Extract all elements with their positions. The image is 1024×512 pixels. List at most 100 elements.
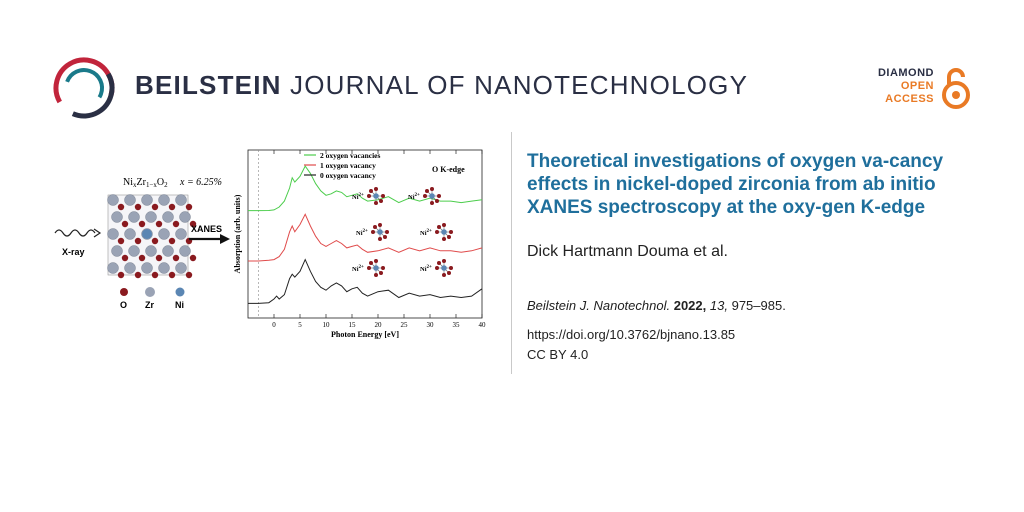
xanes-label: XANES	[191, 224, 222, 234]
legend-label: 2 oxygen vacancies	[320, 151, 380, 160]
oa-open-label: OPEN	[900, 80, 934, 92]
series-line-0	[248, 165, 483, 212]
ni-octahedron-icon	[371, 223, 389, 241]
o-atom-icon	[134, 203, 142, 211]
x-tick-label: 40	[479, 321, 487, 329]
ni-octahedron-icon	[423, 187, 441, 205]
xray-wave-icon	[54, 229, 96, 237]
ion-label: Ni2+	[356, 229, 368, 237]
citation-year: 2022,	[673, 298, 707, 313]
o-atom-icon	[168, 237, 176, 245]
o-atom-icon	[138, 220, 146, 228]
o-atom-icon	[189, 254, 197, 262]
x-tick-label: 15	[349, 321, 357, 329]
oa-diamond-label: DIAMOND	[877, 67, 934, 79]
legend-ni-atom-icon	[175, 287, 185, 297]
zr-atom-icon	[158, 262, 170, 274]
o-atom-icon	[151, 271, 159, 279]
ion-label: Ni2+	[420, 229, 432, 237]
x-tick-label: 10	[323, 321, 331, 329]
o-atom-icon	[151, 237, 159, 245]
o-atom-icon	[151, 203, 159, 211]
atom-legend: O Zr Ni	[120, 287, 185, 310]
zr-atom-icon	[141, 262, 153, 274]
zr-atom-icon	[145, 245, 157, 257]
formula-label: NixZr1−xO2	[123, 177, 168, 189]
o-atom-icon	[168, 203, 176, 211]
chart-title: O K-edge	[432, 165, 465, 174]
o-atom-icon	[117, 203, 125, 211]
article-authors: Dick Hartmann Douma et al.	[527, 243, 728, 260]
legend-label: 0 oxygen vacancy	[320, 171, 376, 180]
zr-atom-icon	[107, 262, 119, 274]
ni-octahedron-icon	[435, 223, 453, 241]
crystal-structure	[107, 194, 197, 279]
zr-atom-icon	[179, 211, 191, 223]
journal-title-bold: BEILSTEIN	[135, 70, 282, 100]
o-atom-icon	[155, 220, 163, 228]
zr-atom-icon	[145, 211, 157, 223]
ion-label: Ni2+	[352, 193, 364, 201]
o-atom-icon	[121, 220, 129, 228]
zr-atom-icon	[158, 194, 170, 206]
xray-arrow-icon	[93, 228, 102, 238]
ni-octahedron-icon	[367, 187, 385, 205]
journal-logo-icon	[53, 57, 115, 119]
zr-atom-icon	[128, 211, 140, 223]
chart-frame	[247, 149, 483, 319]
open-lock-icon	[942, 68, 970, 109]
concentration-label: x = 6.25%	[179, 177, 222, 188]
zr-atom-icon	[107, 228, 119, 240]
zr-atom-icon	[175, 262, 187, 274]
zr-atom-icon	[141, 194, 153, 206]
legend-o-label: O	[120, 300, 127, 310]
o-atom-icon	[134, 237, 142, 245]
o-atom-icon	[168, 271, 176, 279]
graphical-abstract: NixZr1−xO2 x = 6.25% X-ray XANES O Zr Ni…	[54, 149, 487, 339]
series-line-2	[248, 258, 483, 304]
zr-atom-icon	[124, 262, 136, 274]
legend-ni-label: Ni	[175, 300, 184, 310]
o-atom-icon	[189, 220, 197, 228]
article-citation: Beilstein J. Nanotechnol. 2022, 13, 975–…	[527, 298, 786, 313]
zr-atom-icon	[111, 245, 123, 257]
o-atom-icon	[185, 271, 193, 279]
o-atom-icon	[117, 271, 125, 279]
journal-title: BEILSTEIN JOURNAL OF NANOTECHNOLOGY	[135, 70, 748, 101]
article-title[interactable]: Theoretical investigations of oxygen va-…	[527, 151, 944, 218]
ni-atom-icon	[142, 229, 152, 239]
article-doi-link[interactable]: https://doi.org/10.3762/bjnano.13.85	[527, 327, 736, 342]
o-atom-icon	[121, 254, 129, 262]
chart-xlabel: Photon Energy [eV]	[331, 330, 399, 339]
o-atom-icon	[172, 220, 180, 228]
ion-label: Ni2+	[352, 265, 364, 273]
o-atom-icon	[138, 254, 146, 262]
oa-access-label: ACCESS	[885, 93, 934, 105]
x-tick-label: 25	[401, 321, 409, 329]
zr-atom-icon	[124, 194, 136, 206]
o-atom-icon	[134, 271, 142, 279]
zr-atom-icon	[175, 228, 187, 240]
x-tick-label: 0	[272, 321, 276, 329]
article-license[interactable]: CC BY 4.0	[527, 347, 589, 362]
x-tick-label: 35	[453, 321, 461, 329]
ion-label: Ni2+	[408, 193, 420, 201]
xray-label: X-ray	[62, 247, 85, 257]
ni-octahedron-icon	[435, 259, 453, 277]
citation-journal: Beilstein J. Nanotechnol.	[527, 298, 671, 313]
zr-atom-icon	[162, 245, 174, 257]
zr-atom-icon	[128, 245, 140, 257]
chart-ylabel: Absorption (arb. units)	[233, 194, 242, 273]
zr-atom-icon	[111, 211, 123, 223]
legend-zr-atom-icon	[145, 287, 155, 297]
o-atom-icon	[185, 203, 193, 211]
zr-atom-icon	[162, 211, 174, 223]
zr-atom-icon	[175, 194, 187, 206]
legend-zr-label: Zr	[145, 300, 154, 310]
o-atom-icon	[155, 254, 163, 262]
vertical-divider	[511, 132, 512, 374]
citation-pages: 975–985.	[731, 298, 786, 313]
o-atom-icon	[117, 237, 125, 245]
o-atom-icon	[172, 254, 180, 262]
